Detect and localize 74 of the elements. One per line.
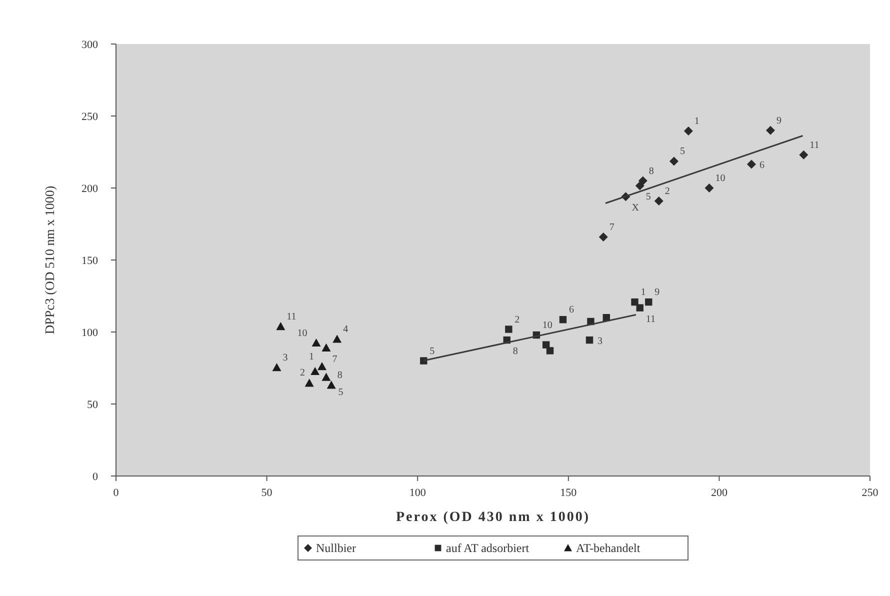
annotation: 3 xyxy=(282,352,288,364)
point xyxy=(317,362,326,370)
annotation: 6 xyxy=(568,304,574,316)
point xyxy=(546,347,554,354)
x-tick-label: 150 xyxy=(560,487,578,499)
annotation: 10 xyxy=(297,328,308,339)
x-tick-label: 50 xyxy=(261,487,273,499)
annotation: 9 xyxy=(654,287,660,298)
point xyxy=(272,363,282,372)
y-tick-label: 250 xyxy=(82,111,98,123)
annotation: 8 xyxy=(648,166,654,177)
point xyxy=(542,341,550,348)
annotation: 5 xyxy=(338,387,344,398)
y-axis-title: DPPc3 (OD 510 nm x 1000) xyxy=(42,186,57,334)
x-tick-label: 250 xyxy=(862,487,879,499)
point xyxy=(276,322,286,330)
annotation: 10 xyxy=(542,320,552,332)
y-tick-label: 50 xyxy=(87,399,98,411)
point xyxy=(322,343,331,352)
x-tick-label: 100 xyxy=(409,487,426,499)
annotation: 1 xyxy=(308,352,314,363)
y-tick-label: 300 xyxy=(82,39,98,51)
point xyxy=(766,126,775,135)
legend-label: auf AT adsorbiert xyxy=(446,541,530,555)
point xyxy=(322,372,331,381)
annotation: 5 xyxy=(680,146,685,158)
point xyxy=(559,316,567,324)
point xyxy=(598,232,608,242)
point xyxy=(636,304,644,312)
point xyxy=(332,334,342,343)
annotation: 9 xyxy=(776,115,782,126)
point xyxy=(704,184,714,192)
annotation: 6 xyxy=(759,160,764,172)
annotation: 1 xyxy=(694,116,700,127)
annotation: 11 xyxy=(810,140,820,151)
point xyxy=(312,338,321,347)
annotation: 10 xyxy=(715,173,726,184)
annotation: 1 xyxy=(640,287,646,298)
x-axis-title: Perox (OD 430 nm x 1000) xyxy=(396,510,590,525)
point xyxy=(746,160,756,169)
point xyxy=(586,336,594,344)
annotation: 8 xyxy=(337,370,342,382)
point xyxy=(684,126,693,136)
point xyxy=(304,378,314,387)
y-tick-label: 200 xyxy=(82,183,98,195)
point xyxy=(631,298,638,306)
legend-label: AT-behandelt xyxy=(576,541,641,555)
point xyxy=(645,298,652,306)
annotation: 2 xyxy=(664,186,670,197)
annotation: 8 xyxy=(512,346,518,358)
point xyxy=(669,156,678,166)
y-tick-label: 100 xyxy=(82,327,98,339)
point xyxy=(505,326,512,333)
point xyxy=(326,380,336,389)
annotation: 5 xyxy=(430,346,435,357)
x-tick-label: 0 xyxy=(113,487,120,499)
annotation: 2 xyxy=(514,314,520,326)
point xyxy=(635,181,644,190)
point xyxy=(654,196,664,206)
y-tick-label: 150 xyxy=(82,255,98,267)
annotation: 3 xyxy=(598,336,603,348)
x-tick-label: 200 xyxy=(710,487,728,499)
annotation: 11 xyxy=(646,314,656,325)
legend-label: Nullbier xyxy=(316,541,356,555)
y-tick-label: 0 xyxy=(92,471,98,483)
point xyxy=(310,366,320,376)
annotation: 11 xyxy=(286,312,296,323)
annotation: X xyxy=(632,202,640,214)
point xyxy=(799,150,808,160)
annotation: 7 xyxy=(332,354,338,365)
annotation: 5 xyxy=(646,192,651,203)
annotation: 2 xyxy=(300,367,306,378)
annotation: 7 xyxy=(609,222,614,233)
annotation: 4 xyxy=(343,324,348,336)
